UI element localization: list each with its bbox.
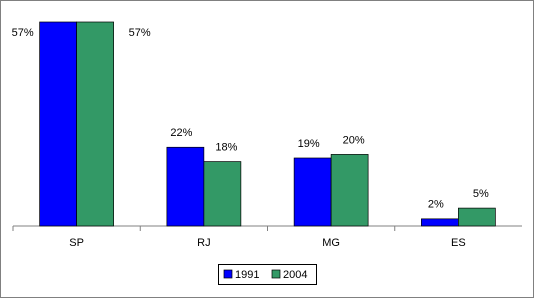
value-label: 2% [428, 199, 444, 211]
legend-box [218, 264, 317, 285]
bar [203, 161, 242, 227]
legend-swatch [223, 269, 233, 279]
value-label: 20% [343, 134, 365, 146]
bar [76, 21, 114, 227]
legend-swatch [271, 269, 281, 279]
bar [39, 21, 77, 227]
value-label: 57% [12, 27, 34, 39]
legend-label: 1991 [235, 269, 259, 281]
x-tick-label: ES [451, 237, 466, 249]
value-label: 22% [170, 127, 192, 139]
value-label: 5% [473, 188, 489, 200]
bar [166, 146, 205, 227]
value-label: 57% [129, 27, 151, 39]
value-label: 19% [298, 138, 320, 150]
bar [458, 207, 496, 227]
x-tick-label: SP [69, 237, 84, 249]
bar [330, 154, 369, 227]
bar [421, 218, 459, 227]
x-tick-label: RJ [197, 237, 210, 249]
x-tick-label: MG [322, 237, 340, 249]
value-label: 18% [215, 141, 237, 153]
legend-label: 2004 [283, 269, 307, 281]
bar [293, 157, 332, 227]
